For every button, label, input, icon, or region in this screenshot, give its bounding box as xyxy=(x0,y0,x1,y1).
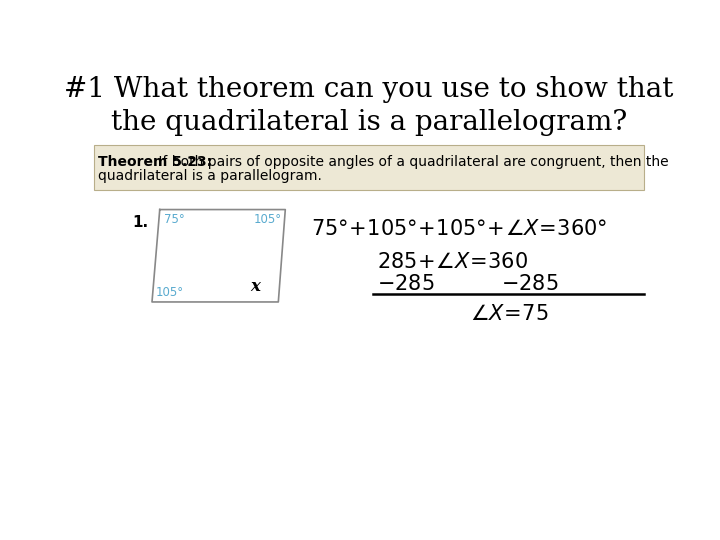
Text: $-285$: $-285$ xyxy=(377,274,434,294)
Text: Theorem 5.23:: Theorem 5.23: xyxy=(98,155,212,169)
Text: $75°\!+\!105°\!+\!105°\!+\!\angle X\!=\!360°$: $75°\!+\!105°\!+\!105°\!+\!\angle X\!=\!… xyxy=(311,219,607,239)
Text: 1.: 1. xyxy=(132,215,149,230)
Text: quadrilateral is a parallelogram.: quadrilateral is a parallelogram. xyxy=(98,168,322,183)
Text: If both pairs of opposite angles of a quadrilateral are congruent, then the: If both pairs of opposite angles of a qu… xyxy=(153,155,668,169)
FancyBboxPatch shape xyxy=(94,145,644,190)
Text: $-285$: $-285$ xyxy=(500,274,558,294)
Text: 75°: 75° xyxy=(163,213,184,226)
Text: x: x xyxy=(250,278,260,295)
Text: 105°: 105° xyxy=(253,213,282,226)
Text: #1 What theorem can you use to show that: #1 What theorem can you use to show that xyxy=(64,76,674,103)
Text: 105°: 105° xyxy=(156,286,184,299)
Text: the quadrilateral is a parallelogram?: the quadrilateral is a parallelogram? xyxy=(111,110,627,137)
Text: $285\!+\!\angle X\!=\!360$: $285\!+\!\angle X\!=\!360$ xyxy=(377,252,528,272)
Text: $\angle X\!=\!75$: $\angle X\!=\!75$ xyxy=(469,303,548,323)
